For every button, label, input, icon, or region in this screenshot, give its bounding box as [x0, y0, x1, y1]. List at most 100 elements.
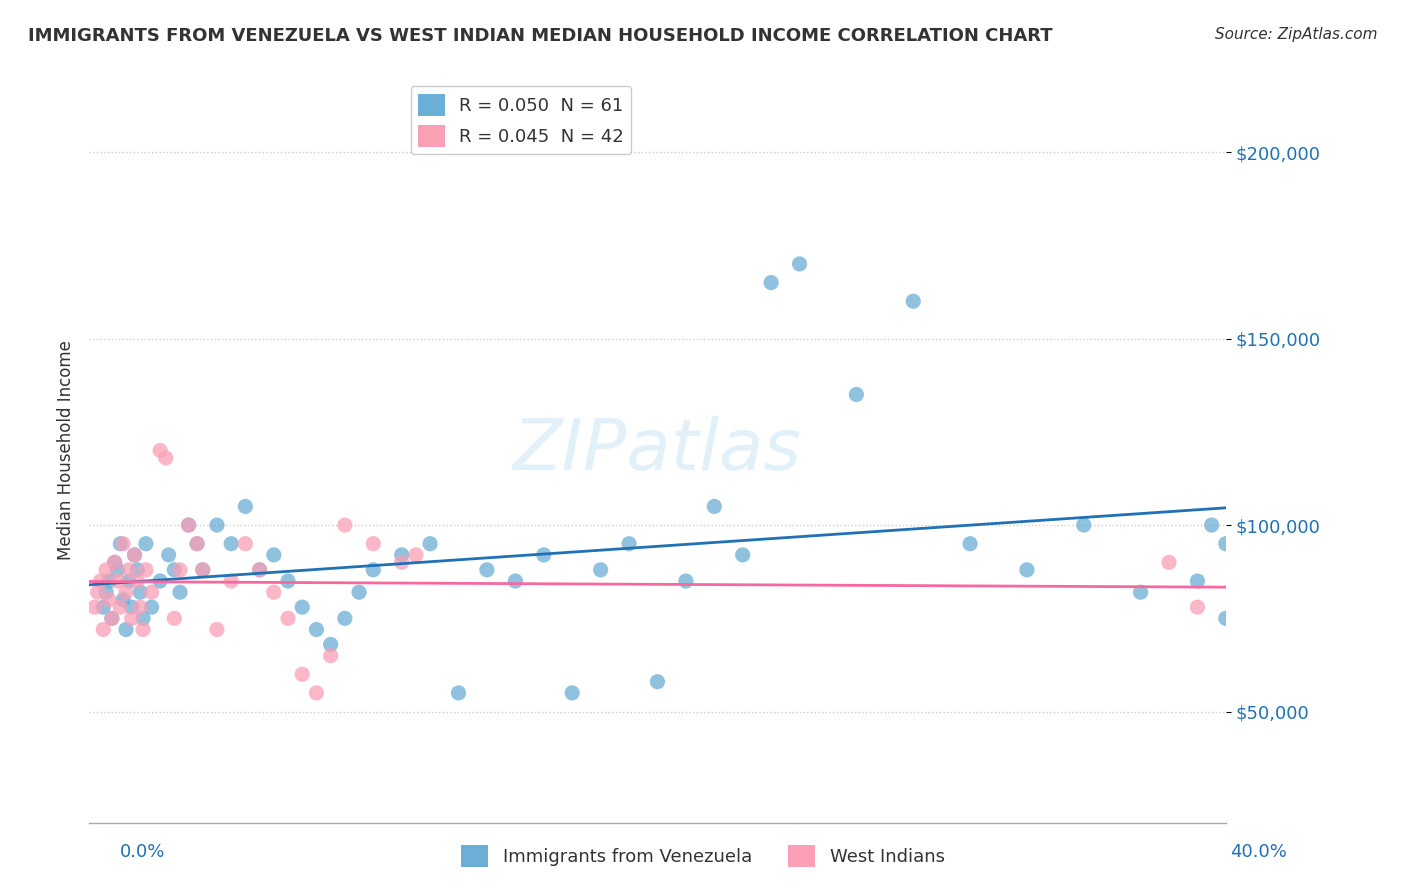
Point — [127, 574, 149, 588]
Text: IMMIGRANTS FROM VENEZUELA VS WEST INDIAN MEDIAN HOUSEHOLD INCOME CORRELATION CHA: IMMIGRANTS FROM VENEZUELA VS WEST INDIAN… — [28, 27, 1053, 45]
Point — [235, 500, 257, 514]
Point — [447, 686, 470, 700]
Point — [419, 537, 441, 551]
Point — [186, 537, 208, 551]
Point — [561, 686, 583, 700]
Point — [101, 611, 124, 625]
Point — [305, 623, 328, 637]
Point — [94, 563, 117, 577]
Point — [1073, 518, 1095, 533]
Point — [263, 548, 285, 562]
Point — [703, 500, 725, 514]
Point — [169, 585, 191, 599]
Point — [132, 611, 155, 625]
Point — [155, 450, 177, 465]
Point — [191, 563, 214, 577]
Point — [135, 563, 157, 577]
Point — [1157, 555, 1180, 569]
Text: 40.0%: 40.0% — [1230, 843, 1286, 861]
Point — [249, 563, 271, 577]
Point — [115, 623, 138, 637]
Point — [129, 600, 152, 615]
Point — [135, 537, 157, 551]
Point — [675, 574, 697, 588]
Point — [94, 585, 117, 599]
Point — [104, 555, 127, 569]
Point — [1215, 537, 1237, 551]
Point — [405, 548, 427, 562]
Point — [191, 563, 214, 577]
Point — [903, 294, 925, 309]
Point — [305, 686, 328, 700]
Point — [617, 537, 640, 551]
Point — [589, 563, 612, 577]
Point — [475, 563, 498, 577]
Point — [124, 548, 146, 562]
Point — [391, 555, 413, 569]
Point — [361, 537, 384, 551]
Point — [959, 537, 981, 551]
Point — [107, 574, 129, 588]
Point — [759, 276, 782, 290]
Text: 0.0%: 0.0% — [120, 843, 165, 861]
Point — [219, 537, 242, 551]
Point — [97, 592, 120, 607]
Point — [91, 623, 114, 637]
Point — [277, 611, 299, 625]
Point — [219, 574, 242, 588]
Point — [115, 585, 138, 599]
Point — [205, 518, 228, 533]
Point — [149, 443, 172, 458]
Point — [1187, 600, 1209, 615]
Point — [845, 387, 868, 401]
Point — [83, 600, 105, 615]
Point — [249, 563, 271, 577]
Point — [1187, 574, 1209, 588]
Point — [132, 623, 155, 637]
Point — [163, 563, 186, 577]
Point — [1015, 563, 1038, 577]
Point — [391, 548, 413, 562]
Point — [333, 518, 356, 533]
Point — [291, 600, 314, 615]
Point — [89, 574, 111, 588]
Point — [104, 555, 127, 569]
Point — [319, 637, 342, 651]
Point — [1129, 585, 1152, 599]
Point — [97, 574, 120, 588]
Point — [789, 257, 811, 271]
Point — [149, 574, 172, 588]
Point — [141, 585, 163, 599]
Point — [263, 585, 285, 599]
Point — [112, 537, 135, 551]
Legend: Immigrants from Venezuela, West Indians: Immigrants from Venezuela, West Indians — [454, 838, 952, 874]
Point — [129, 585, 152, 599]
Point — [169, 563, 191, 577]
Point — [110, 537, 132, 551]
Point — [186, 537, 208, 551]
Point — [333, 611, 356, 625]
Point — [277, 574, 299, 588]
Point — [1201, 518, 1223, 533]
Point — [112, 592, 135, 607]
Point — [291, 667, 314, 681]
Point — [361, 563, 384, 577]
Point — [319, 648, 342, 663]
Point — [177, 518, 200, 533]
Point — [118, 563, 141, 577]
Point — [347, 585, 370, 599]
Text: Source: ZipAtlas.com: Source: ZipAtlas.com — [1215, 27, 1378, 42]
Y-axis label: Median Household Income: Median Household Income — [58, 341, 75, 560]
Point — [205, 623, 228, 637]
Point — [118, 574, 141, 588]
Point — [177, 518, 200, 533]
Point — [121, 611, 143, 625]
Point — [235, 537, 257, 551]
Point — [731, 548, 754, 562]
Point — [121, 600, 143, 615]
Point — [141, 600, 163, 615]
Point — [107, 563, 129, 577]
Point — [127, 563, 149, 577]
Point — [1215, 611, 1237, 625]
Point — [86, 585, 108, 599]
